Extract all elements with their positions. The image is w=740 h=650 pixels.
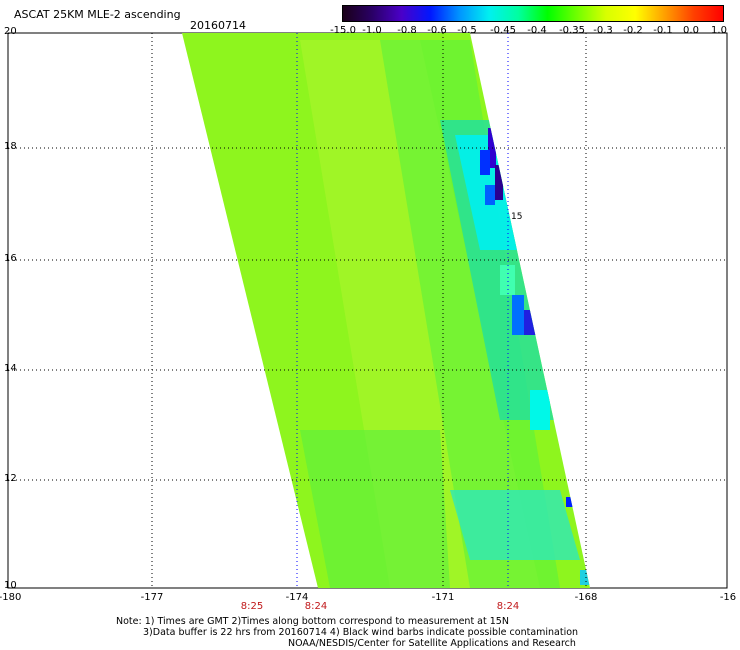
color-scale-label: -0.8 (397, 25, 417, 36)
x-tick-label: -177 (140, 592, 164, 603)
x-tick-label: -180 (0, 592, 22, 603)
color-scale-label: -0.35 (559, 25, 585, 36)
color-scale-label: -0.45 (490, 25, 516, 36)
swath-marker-label: 15 (511, 212, 523, 222)
y-tick-label: 20 (4, 26, 17, 37)
color-scale-label: -0.5 (457, 25, 477, 36)
y-tick-label: 18 (4, 141, 17, 152)
color-scale-label: -15.0 (330, 25, 356, 36)
map-title: ASCAT 25KM MLE-2 ascending (14, 8, 181, 21)
color-scale-label: 0.0 (683, 25, 699, 36)
time-label: 8:24 (304, 601, 328, 612)
color-scale-label: -1.0 (362, 25, 382, 36)
time-label: 8:25 (240, 601, 264, 612)
footnote-line-1: Note: 1) Times are GMT 2)Times along bot… (116, 616, 509, 627)
x-tick-label: -168 (574, 592, 598, 603)
map-date: 20160714 (190, 19, 246, 32)
x-tick-label: -16 (719, 592, 737, 603)
x-tick-label: -171 (431, 592, 455, 603)
footnote-line-3: NOAA/NESDIS/Center for Satellite Applica… (288, 638, 576, 649)
color-scale-label: -0.2 (623, 25, 643, 36)
y-tick-label: 12 (4, 473, 17, 484)
x-tick-label: -174 (285, 592, 309, 603)
footnote-line-2: 3)Data buffer is 22 hrs from 20160714 4)… (143, 627, 579, 638)
color-scale-label: -0.1 (653, 25, 673, 36)
color-scale-labels: -15.0 -1.0 -0.8 -0.6 -0.5 -0.45 -0.4 -0.… (0, 25, 740, 39)
grid-lines (8, 33, 727, 588)
time-label: 8:24 (496, 601, 520, 612)
color-scale-label: 1.0 (711, 25, 727, 36)
color-scale-label: -0.3 (593, 25, 613, 36)
y-tick-label: 14 (4, 363, 17, 374)
y-tick-label: 10 (4, 580, 17, 591)
color-scale-bar (342, 5, 724, 22)
color-scale-label: -0.4 (527, 25, 547, 36)
y-tick-label: 16 (4, 253, 17, 264)
color-scale-label: -0.6 (427, 25, 447, 36)
swath-data (182, 33, 590, 588)
